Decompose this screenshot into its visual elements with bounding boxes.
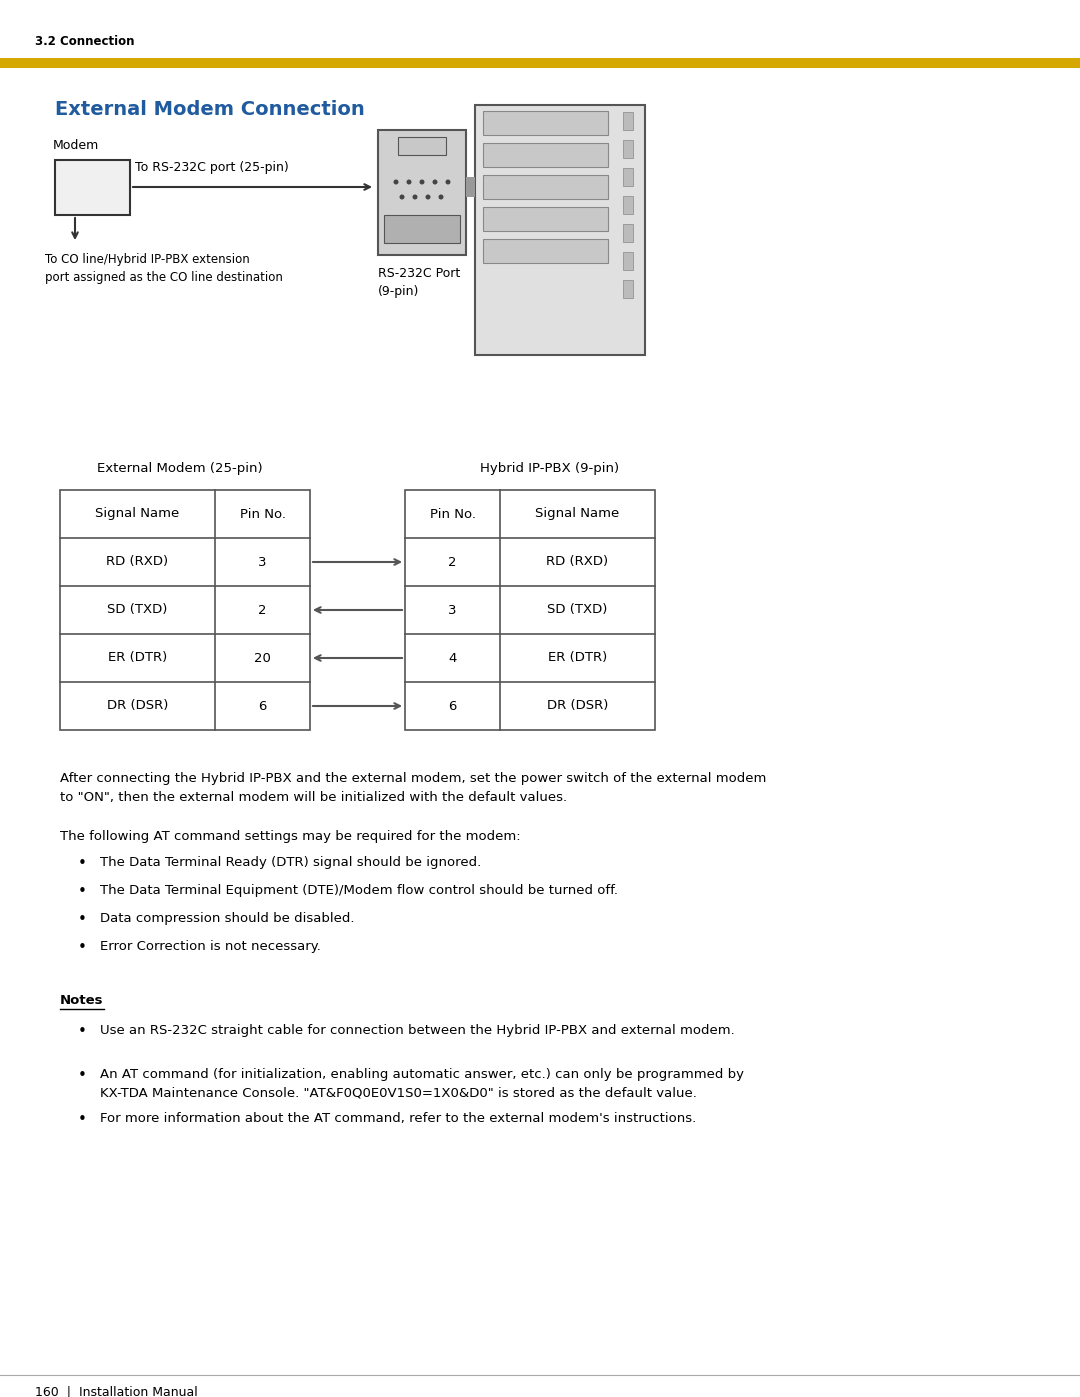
- Bar: [623, 196, 633, 214]
- Text: 2: 2: [258, 604, 267, 616]
- Text: RD (RXD): RD (RXD): [107, 556, 168, 569]
- Bar: [399, 137, 446, 155]
- Text: To RS-232C port (25-pin): To RS-232C port (25-pin): [135, 161, 288, 175]
- Bar: [465, 177, 475, 197]
- Bar: [623, 112, 633, 130]
- Text: •: •: [78, 940, 86, 956]
- Text: Pin No.: Pin No.: [430, 507, 475, 521]
- Text: Notes: Notes: [60, 995, 104, 1007]
- Bar: [623, 279, 633, 298]
- Text: Pin No.: Pin No.: [240, 507, 285, 521]
- Bar: [623, 168, 633, 186]
- Text: The following AT command settings may be required for the modem:: The following AT command settings may be…: [60, 830, 521, 842]
- Text: 3.2 Connection: 3.2 Connection: [35, 35, 135, 47]
- Bar: [60, 490, 310, 731]
- Text: 2: 2: [448, 556, 457, 569]
- Text: After connecting the Hybrid IP-PBX and the external modem, set the power switch : After connecting the Hybrid IP-PBX and t…: [60, 773, 767, 805]
- Text: •: •: [78, 1024, 86, 1039]
- Circle shape: [419, 179, 424, 184]
- Text: RS-232C Port
(9-pin): RS-232C Port (9-pin): [378, 267, 460, 298]
- Bar: [0, 59, 1080, 68]
- Text: 4: 4: [448, 651, 457, 665]
- Text: For more information about the AT command, refer to the external modem's instruc: For more information about the AT comman…: [100, 1112, 697, 1125]
- Text: Data compression should be disabled.: Data compression should be disabled.: [100, 912, 354, 925]
- Text: DR (DSR): DR (DSR): [546, 700, 608, 712]
- Text: DR (DSR): DR (DSR): [107, 700, 168, 712]
- Bar: [483, 142, 608, 168]
- Text: 6: 6: [448, 700, 457, 712]
- Text: 3: 3: [448, 604, 457, 616]
- Circle shape: [413, 194, 418, 200]
- Text: 20: 20: [254, 651, 271, 665]
- Circle shape: [438, 194, 444, 200]
- Bar: [483, 175, 608, 198]
- Text: SD (TXD): SD (TXD): [107, 604, 167, 616]
- Bar: [475, 105, 645, 355]
- Circle shape: [446, 179, 450, 184]
- Text: External Modem Connection: External Modem Connection: [55, 101, 365, 119]
- Bar: [55, 161, 130, 215]
- Text: •: •: [78, 856, 86, 870]
- Text: 3: 3: [258, 556, 267, 569]
- Bar: [623, 140, 633, 158]
- Text: •: •: [78, 1067, 86, 1083]
- Circle shape: [426, 194, 431, 200]
- Text: Hybrid IP-PBX (9-pin): Hybrid IP-PBX (9-pin): [481, 462, 620, 475]
- Text: ER (DTR): ER (DTR): [548, 651, 607, 665]
- Text: External Modem (25-pin): External Modem (25-pin): [97, 462, 262, 475]
- Text: •: •: [78, 912, 86, 928]
- Bar: [483, 110, 608, 136]
- Text: Error Correction is not necessary.: Error Correction is not necessary.: [100, 940, 321, 953]
- Bar: [483, 239, 608, 263]
- Bar: [483, 207, 608, 231]
- Text: 6: 6: [258, 700, 267, 712]
- Text: •: •: [78, 884, 86, 900]
- Bar: [405, 490, 654, 731]
- Circle shape: [400, 194, 405, 200]
- Text: Signal Name: Signal Name: [536, 507, 620, 521]
- Circle shape: [393, 179, 399, 184]
- Bar: [384, 215, 460, 243]
- Text: •: •: [78, 1112, 86, 1127]
- Text: SD (TXD): SD (TXD): [548, 604, 608, 616]
- Bar: [623, 224, 633, 242]
- Circle shape: [432, 179, 437, 184]
- Text: Signal Name: Signal Name: [95, 507, 179, 521]
- Text: To CO line/Hybrid IP-PBX extension
port assigned as the CO line destination: To CO line/Hybrid IP-PBX extension port …: [45, 253, 283, 284]
- Text: The Data Terminal Equipment (DTE)/Modem flow control should be turned off.: The Data Terminal Equipment (DTE)/Modem …: [100, 884, 618, 897]
- Text: 160  |  Installation Manual: 160 | Installation Manual: [35, 1384, 198, 1397]
- Bar: [623, 251, 633, 270]
- Circle shape: [406, 179, 411, 184]
- Text: RD (RXD): RD (RXD): [546, 556, 608, 569]
- Text: An AT command (for initialization, enabling automatic answer, etc.) can only be : An AT command (for initialization, enabl…: [100, 1067, 744, 1099]
- Text: The Data Terminal Ready (DTR) signal should be ignored.: The Data Terminal Ready (DTR) signal sho…: [100, 856, 482, 869]
- Text: Modem: Modem: [53, 138, 99, 152]
- Text: Use an RS-232C straight cable for connection between the Hybrid IP-PBX and exter: Use an RS-232C straight cable for connec…: [100, 1024, 734, 1037]
- Bar: [378, 130, 465, 256]
- Text: ER (DTR): ER (DTR): [108, 651, 167, 665]
